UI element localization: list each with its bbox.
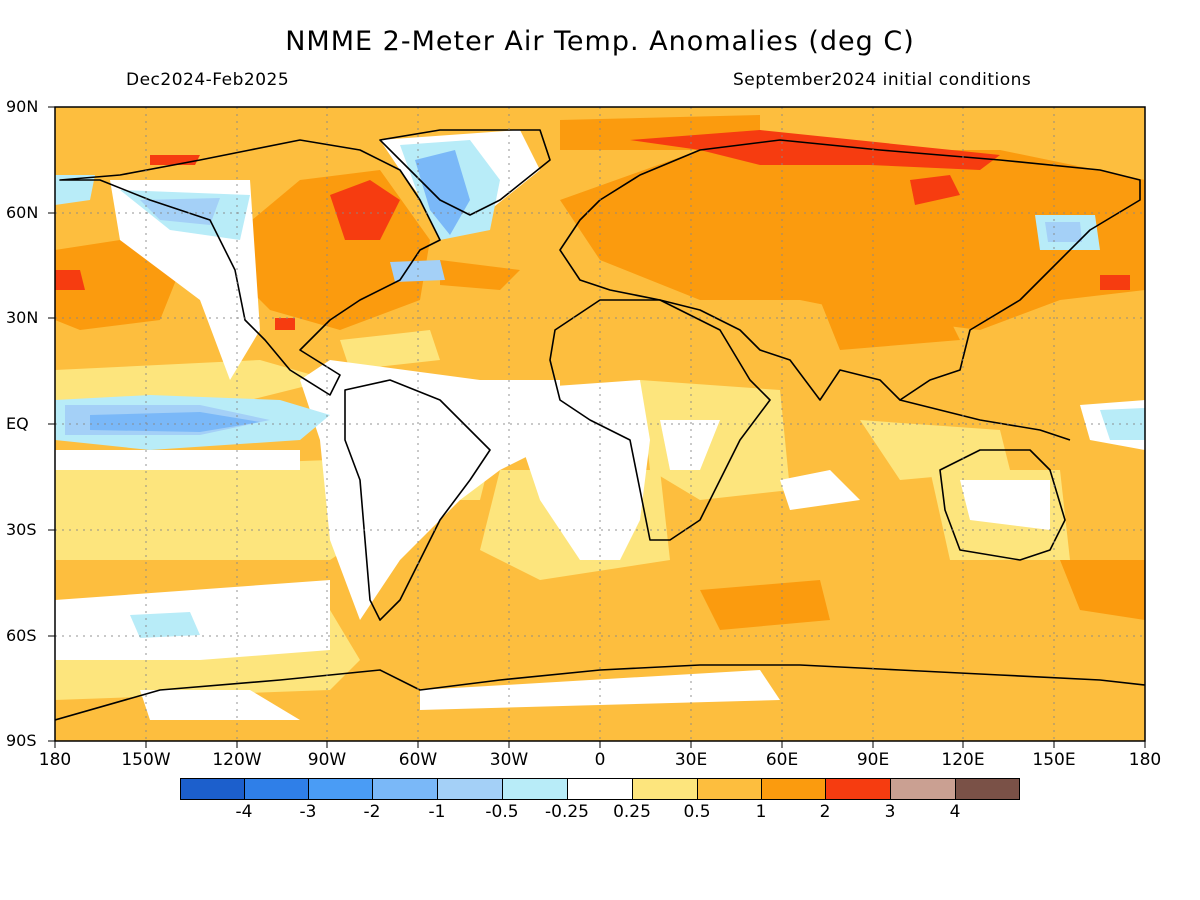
colorbar-label: -4: [235, 802, 253, 822]
colorbar-label: -0.5: [485, 802, 519, 822]
strong-warm-regions: [55, 130, 1130, 330]
graticule: [55, 107, 1145, 741]
greenland-outline: [379, 129, 551, 216]
colorbar-swatch-neg1-neg05: [437, 778, 503, 800]
lat-label-30s: 30S: [6, 520, 37, 539]
lat-label-eq: EQ: [6, 414, 29, 433]
colorbar-label: -1: [428, 802, 446, 822]
lat-label-60n: 60N: [6, 203, 39, 222]
lon-label-150e: 150E: [1032, 750, 1076, 770]
colorbar-label: 1: [755, 802, 767, 822]
colorbar-swatch-025-05: [632, 778, 698, 800]
colorbar-label: 4: [949, 802, 961, 822]
colorbar-label: 0.5: [683, 802, 711, 822]
colorbar-swatch-3-4: [890, 778, 956, 800]
lon-label-180w: 180: [38, 750, 72, 770]
map-title: NMME 2-Meter Air Temp. Anomalies (deg C): [285, 26, 915, 57]
lon-label-60e: 60E: [765, 750, 799, 770]
lon-label-60w: 60W: [398, 750, 438, 770]
lat-label-30n: 30N: [6, 308, 39, 327]
moderate-warm-regions: [55, 115, 1145, 630]
colorbar-swatch-neg3-neg2: [308, 778, 373, 800]
colorbar-swatch-above-4: [955, 778, 1020, 800]
north-america-outline: [59, 139, 441, 396]
antarctica-outline: [55, 664, 1145, 721]
lon-label-180e: 180: [1128, 750, 1162, 770]
coastlines: [55, 129, 1145, 721]
southeast-asia-outline: [899, 399, 1071, 441]
lat-label-90s: 90S: [6, 731, 37, 750]
colorbar-label: 0.25: [613, 802, 651, 822]
colorbar-swatch-neutral: [567, 778, 633, 800]
colorbar-swatch-1-2: [761, 778, 826, 800]
colorbar-swatch-05-1: [697, 778, 762, 800]
lon-label-120e: 120E: [941, 750, 985, 770]
lon-label-120w: 120W: [212, 750, 262, 770]
colorbar-swatch-neg2-neg1: [372, 778, 438, 800]
lon-label-150w: 150W: [121, 750, 171, 770]
colorbar-label: -2: [363, 802, 381, 822]
lon-label-30w: 30W: [489, 750, 529, 770]
lon-label-90e: 90E: [856, 750, 890, 770]
axis-ticks: [48, 106, 1146, 748]
colorbar-swatch-2-3: [825, 778, 891, 800]
colorbar-label: -3: [299, 802, 317, 822]
lat-label-60s: 60S: [6, 626, 37, 645]
lat-label-90n: 90N: [6, 97, 39, 116]
anomaly-field: [55, 107, 1145, 741]
colorbar-swatch-neg4-neg3: [244, 778, 309, 800]
initial-conditions: September2024 initial conditions: [733, 70, 1032, 90]
africa-outline: [549, 299, 771, 541]
colorbar-label: 2: [819, 802, 831, 822]
colorbar-label: -0.25: [545, 802, 589, 822]
lon-label-90w: 90W: [307, 750, 347, 770]
lon-label-30e: 30E: [674, 750, 708, 770]
europe-asia-outline: [559, 139, 1141, 401]
south-america-outline: [344, 379, 491, 621]
lon-label-0: 0: [594, 750, 606, 770]
forecast-period: Dec2024-Feb2025: [126, 70, 290, 90]
colorbar-swatch-below-neg4: [180, 778, 245, 800]
cool-regions: [55, 140, 1145, 638]
colorbar-swatch-neg05-neg025: [502, 778, 568, 800]
colorbar-label: 3: [884, 802, 896, 822]
